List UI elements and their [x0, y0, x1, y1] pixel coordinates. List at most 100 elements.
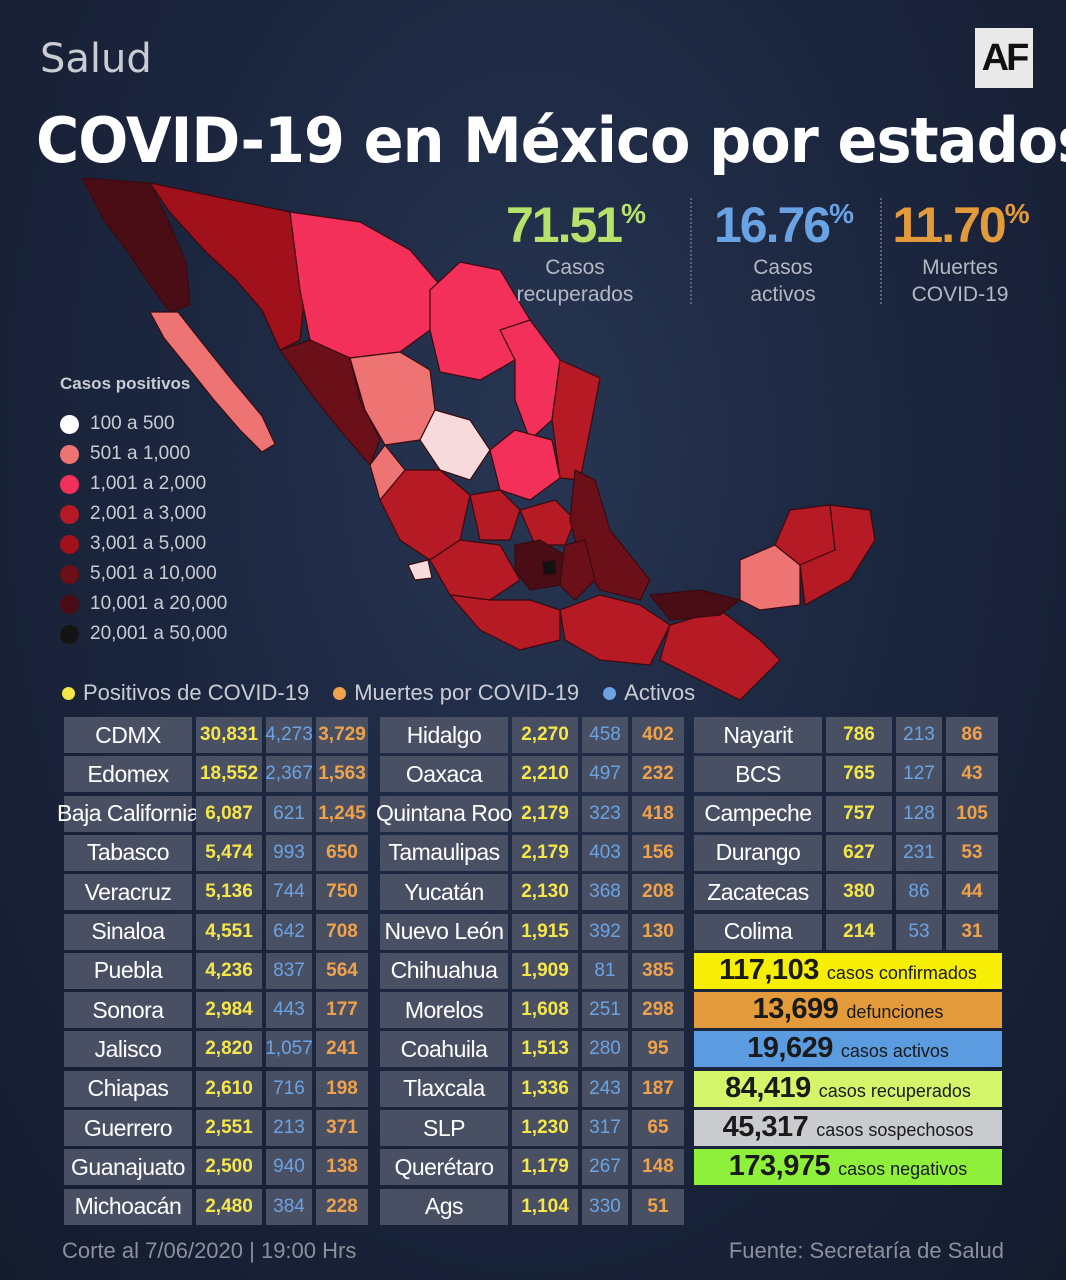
legend-item: 2,001 a 3,000: [60, 499, 227, 529]
active-count: 81: [582, 952, 628, 989]
active-count: 993: [266, 834, 312, 871]
death-count: 208: [632, 874, 684, 911]
positive-count: 627: [826, 834, 892, 871]
death-count: 51: [632, 1188, 684, 1225]
column-keys: Positivos de COVID-19 Muertes por COVID-1…: [62, 680, 719, 706]
map-colima: [407, 559, 433, 581]
map-sinaloa: [279, 339, 381, 466]
active-count: 53: [896, 913, 942, 950]
stat-activos: 16.76% Casos activos: [703, 196, 863, 308]
map-puebla: [559, 539, 596, 601]
state-name: Chiapas: [64, 1070, 192, 1107]
positive-count: 4,551: [196, 913, 262, 950]
positive-count: 2,179: [512, 834, 578, 871]
total-box: 13,699 defunciones: [694, 992, 1002, 1029]
total-label: defunciones: [846, 1002, 944, 1023]
column-key-dot: [62, 686, 75, 700]
map-chiapas: [659, 609, 781, 701]
state-name: Tabasco: [64, 834, 192, 871]
death-count: 402: [632, 717, 684, 753]
death-count: 418: [632, 795, 684, 832]
positive-count: 2,551: [196, 1110, 262, 1146]
total-label: casos confirmados: [826, 962, 977, 983]
active-count: 2,367: [265, 756, 313, 793]
column-key-label: Positivos de COVID-19: [83, 680, 310, 705]
state-name: Tlaxcala: [380, 1070, 508, 1107]
map-jalisco: [379, 469, 471, 561]
death-count: 564: [316, 952, 368, 989]
active-count: 213: [896, 717, 942, 753]
column-key-label: Activos: [624, 680, 696, 705]
state-name: Quintana Roo: [376, 795, 512, 832]
state-name: Nuevo León: [380, 913, 508, 950]
stat-recuperados-pct: 71.51%: [505, 197, 646, 253]
active-count: 403: [582, 834, 628, 871]
legend-swatch: [60, 624, 79, 644]
active-count: 1,057: [265, 1031, 313, 1068]
positive-count: 30,831: [196, 717, 262, 753]
positive-count: 2,500: [196, 1149, 262, 1186]
death-count: 156: [632, 834, 684, 871]
stat-activos-label2: activos: [750, 283, 816, 306]
death-count: 750: [316, 874, 368, 911]
legend-swatch: [60, 534, 79, 554]
state-name: Veracruz: [64, 874, 192, 911]
total-box: 45,317 casos sospechosos: [694, 1110, 1002, 1146]
positive-count: 18,552: [196, 756, 262, 793]
total-number: 19,629: [747, 1032, 833, 1065]
legend-swatch: [60, 414, 79, 434]
active-count: 127: [896, 756, 942, 793]
state-name: Guanajuato: [64, 1149, 192, 1186]
map-bcs: [149, 311, 276, 453]
map-tabasco: [649, 589, 741, 621]
positive-count: 786: [826, 717, 892, 753]
page-title: COVID-19 en México por estados: [36, 104, 1066, 177]
death-count: 148: [632, 1149, 684, 1186]
state-name: BCS: [694, 756, 822, 793]
active-count: 384: [266, 1188, 312, 1225]
death-count: 3,729: [316, 717, 368, 753]
positive-count: 765: [826, 756, 892, 793]
map-slp: [489, 429, 561, 501]
map-nuevo-leon: [499, 319, 561, 441]
positive-count: 1,513: [512, 1031, 578, 1068]
active-count: 128: [896, 795, 942, 832]
death-count: 44: [946, 874, 998, 911]
map-quintana-roo: [799, 504, 876, 606]
death-count: 198: [316, 1070, 368, 1107]
map-tamaulipas: [551, 359, 601, 481]
legend-label: 2,001 a 3,000: [90, 503, 207, 524]
state-name: Jalisco: [64, 1031, 192, 1068]
map-cdmx: [541, 559, 557, 576]
stat-muertes-pct: 11.70%: [892, 197, 1029, 253]
positive-count: 2,210: [512, 756, 578, 793]
column-key-dot: [333, 686, 347, 700]
state-name: Chihuahua: [380, 952, 508, 989]
active-count: 4,273: [265, 717, 313, 753]
stat-activos-label1: Casos: [753, 256, 813, 279]
stat-muertes: 11.70% Muertes COVID-19: [890, 196, 1030, 308]
state-name: Sonora: [64, 992, 192, 1029]
total-box: 19,629 casos activos: [694, 1031, 1002, 1068]
state-name: Baja California: [57, 795, 200, 832]
positive-count: 757: [826, 795, 892, 832]
state-name: Querétaro: [380, 1149, 508, 1186]
positive-count: 1,336: [512, 1070, 578, 1107]
death-count: 65: [632, 1110, 684, 1146]
map-guerrero: [449, 594, 561, 651]
state-name: Guerrero: [64, 1110, 192, 1146]
positive-count: 2,270: [512, 717, 578, 753]
active-count: 744: [266, 874, 312, 911]
state-name: Morelos: [380, 992, 508, 1029]
legend: 100 a 500 501 a 1,000 1,001 a 2,000 2,001 a…: [60, 409, 227, 649]
stat-muertes-label2: COVID-19: [911, 283, 1009, 306]
stat-muertes-label1: Muertes: [922, 256, 998, 279]
positive-count: 2,820: [196, 1031, 262, 1068]
positive-count: 380: [826, 874, 892, 911]
death-count: 228: [316, 1188, 368, 1225]
legend-swatch: [60, 564, 79, 584]
stat-divider: [880, 198, 882, 304]
active-count: 267: [582, 1149, 628, 1186]
death-count: 232: [632, 756, 684, 793]
active-count: 642: [266, 913, 312, 950]
